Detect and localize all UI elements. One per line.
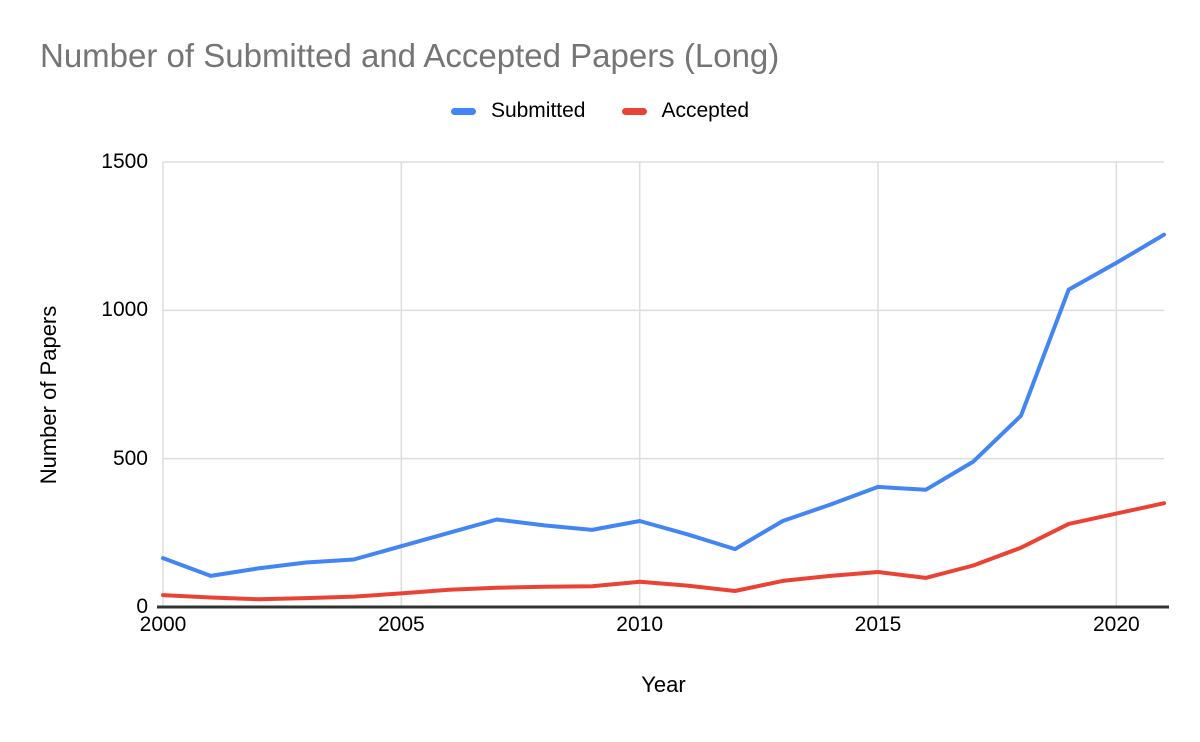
y-tick-label: 500 [112,446,148,470]
legend-swatch-submitted-icon [450,107,476,115]
legend-swatch-accepted-icon [621,107,647,115]
plot-area [157,161,1169,609]
chart-title: Number of Submitted and Accepted Papers … [40,37,780,74]
legend-item-accepted[interactable]: Accepted [621,99,750,123]
x-tick-label: 2020 [1092,613,1140,636]
y-tick-label: 1500 [101,150,148,173]
y-tick-label: 0 [136,595,148,618]
legend-label-accepted: Accepted [661,99,750,122]
x-tick-label: 2010 [616,613,664,636]
series-line-submitted [161,232,1166,578]
y-axis-title: Number of Papers [36,305,61,485]
x-tick-label: 2015 [854,613,902,636]
x-tick-label: 2005 [377,613,425,636]
y-tick-label: 1000 [101,298,148,322]
legend-item-submitted[interactable]: Submitted [450,99,586,123]
x-tick-label: 2000 [139,613,187,636]
legend: Submitted Accepted [0,99,1200,123]
legend-label-submitted: Submitted [490,99,586,122]
x-axis-title: Year [641,672,686,697]
series-line-accepted [161,501,1166,602]
